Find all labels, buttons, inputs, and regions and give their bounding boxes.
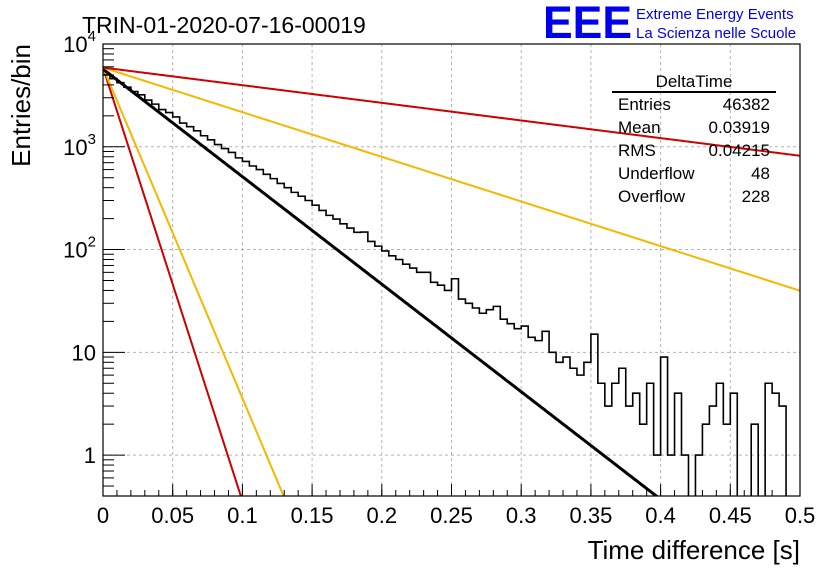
logo-line2: La Scienza nelle Scuole xyxy=(636,25,796,42)
fit-curve-4 xyxy=(103,66,800,292)
stats-box: DeltaTime Entries 46382 Mean 0.03919 RMS 0.04… xyxy=(612,72,776,206)
logo-mark: EEE xyxy=(543,0,632,48)
stats-value: 0.03919 xyxy=(709,118,770,137)
stats-label: Overflow xyxy=(618,187,686,206)
stats-label: Underflow xyxy=(618,164,695,183)
fit-curve-1 xyxy=(103,67,242,496)
stats-label: Entries xyxy=(618,95,671,114)
x-tick-label: 0.05 xyxy=(151,503,194,528)
y-tick-label: 104 xyxy=(63,28,96,57)
x-tick-label: 0.35 xyxy=(569,503,612,528)
stats-value: 0.04215 xyxy=(709,141,770,160)
stats-label: RMS xyxy=(618,141,656,160)
x-tick-label: 0.2 xyxy=(367,503,398,528)
plot-frame xyxy=(102,43,801,497)
y-tick-label: 103 xyxy=(63,131,96,160)
grid xyxy=(103,44,800,496)
stats-value: 228 xyxy=(742,187,770,206)
stats-value: 46382 xyxy=(723,95,770,114)
fit-curve-3 xyxy=(103,67,659,496)
stats-label: Mean xyxy=(618,118,661,137)
y-tick-label: 1 xyxy=(84,443,96,468)
histogram-steps xyxy=(103,74,787,496)
x-axis-label: Time difference [s] xyxy=(588,535,800,565)
y-axis-label: Entries/bin xyxy=(6,44,36,167)
fit-curve-2 xyxy=(103,67,285,496)
stats-title: DeltaTime xyxy=(656,72,733,91)
x-tick-label: 0.25 xyxy=(430,503,473,528)
chart-title: TRIN-01-2020-07-16-00019 xyxy=(82,12,366,38)
x-tick-label: 0.3 xyxy=(506,503,537,528)
x-tick-label: 0.15 xyxy=(291,503,334,528)
stats-value: 48 xyxy=(751,164,770,183)
x-tick-label: 0.45 xyxy=(709,503,752,528)
fit-curve-5 xyxy=(103,66,800,157)
x-tick-label: 0.5 xyxy=(785,503,816,528)
axes: 0 0.05 0.1 0.15 0.2 0.25 0.3 0.35 0.4 0.45 0.5 1 10 1… xyxy=(63,28,815,528)
x-tick-label: 0.1 xyxy=(227,503,258,528)
histogram xyxy=(103,74,787,496)
y-tick-label: 102 xyxy=(63,234,96,263)
logo-line1: Extreme Energy Events xyxy=(636,6,794,23)
y-tick-label: 10 xyxy=(72,340,96,365)
fit-curves xyxy=(103,66,800,496)
eee-logo: EEE Extreme Energy Events La Scienza nel… xyxy=(543,0,796,48)
x-tick-label: 0 xyxy=(97,503,109,528)
x-tick-label: 0.4 xyxy=(645,503,676,528)
